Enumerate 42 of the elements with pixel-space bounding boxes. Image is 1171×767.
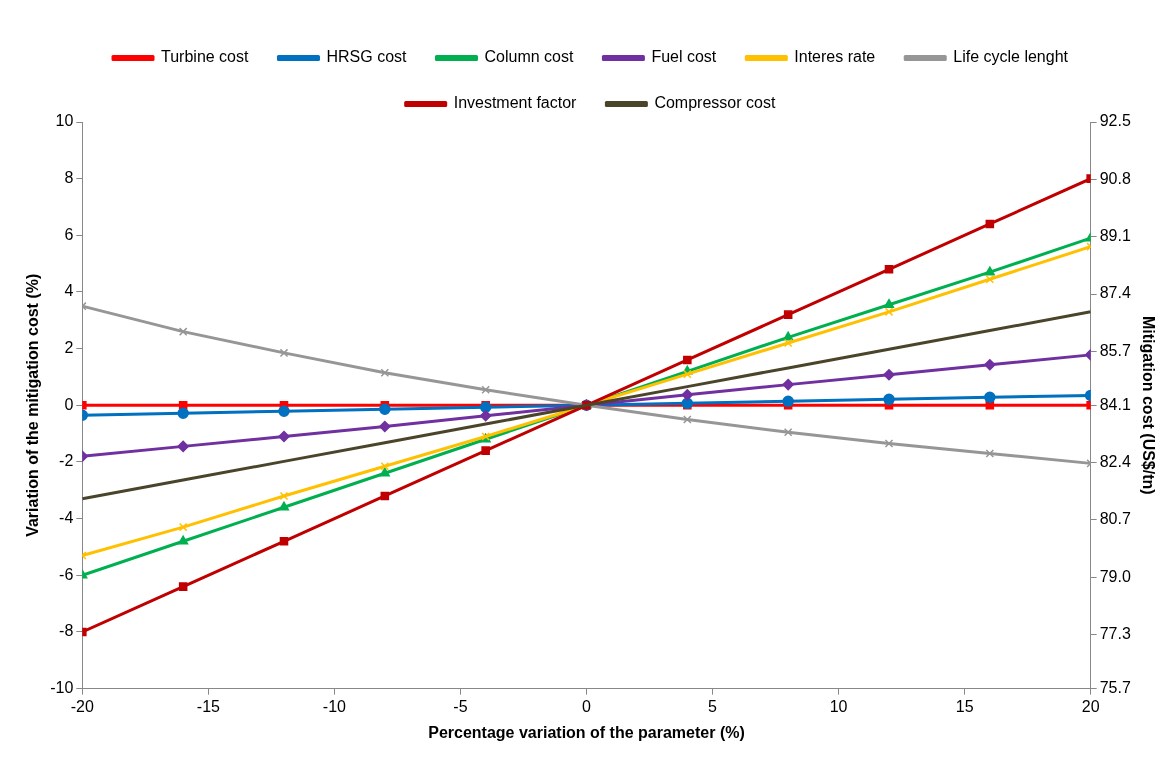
y-tick-label: -6 — [59, 565, 74, 583]
y-tick-label: 2 — [64, 339, 74, 357]
legend-label: Compressor cost — [654, 94, 776, 112]
y2-tick-label: 84.1 — [1099, 395, 1131, 413]
x-tick-label: -10 — [322, 697, 347, 715]
y-tick-label: 0 — [64, 395, 74, 413]
x-tick-label: 0 — [582, 697, 592, 715]
y-tick-label: -10 — [50, 679, 74, 697]
y2-tick-label: 85.7 — [1099, 341, 1131, 359]
y-tick-label: 8 — [64, 169, 74, 187]
y2-tick-label: 77.3 — [1099, 625, 1131, 643]
y2-tick-label: 75.7 — [1099, 679, 1131, 697]
y-axis-title: Variation of the mitigation cost (%) — [24, 273, 42, 537]
legend-label: Turbine cost — [161, 48, 250, 66]
y2-tick-label: 89.1 — [1099, 227, 1131, 245]
y-tick-label: 10 — [55, 112, 74, 130]
x-tick-label: -20 — [70, 697, 94, 715]
y2-tick-label: 80.7 — [1099, 510, 1131, 528]
y2-axis-title: Mitigation cost (US$/tn) — [1139, 315, 1157, 495]
legend-label: Fuel cost — [651, 48, 717, 66]
x-tick-label: 10 — [829, 697, 848, 715]
x-tick-label: -15 — [196, 697, 221, 715]
y-tick-label: 6 — [64, 225, 74, 243]
y-tick-label: -8 — [59, 622, 74, 640]
legend-label: HRSG cost — [326, 48, 408, 66]
legend-label: Life cycle lenght — [953, 48, 1069, 66]
legend-label: Column cost — [484, 48, 574, 66]
y2-tick-label: 92.5 — [1099, 112, 1131, 130]
y-tick-label: 4 — [64, 282, 74, 300]
y2-tick-label: 79.0 — [1099, 567, 1131, 585]
y2-tick-label: 90.8 — [1099, 169, 1131, 187]
y-tick-label: -2 — [59, 452, 74, 470]
x-tick-label: 15 — [955, 697, 974, 715]
legend-label: Interes rate — [794, 48, 876, 66]
x-tick-label: -5 — [453, 697, 468, 715]
legend-label: Investment factor — [453, 94, 578, 112]
x-axis-title: Percentage variation of the parameter (%) — [428, 723, 745, 741]
y2-tick-label: 87.4 — [1099, 284, 1131, 302]
y-tick-label: -4 — [59, 509, 74, 527]
x-tick-label: 5 — [708, 697, 718, 715]
y2-tick-label: 82.4 — [1099, 453, 1131, 471]
x-tick-label: 20 — [1081, 697, 1100, 715]
